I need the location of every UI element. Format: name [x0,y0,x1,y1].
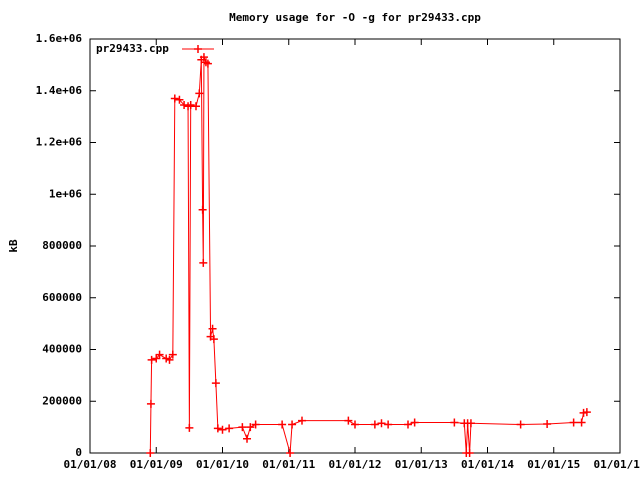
point [351,420,359,429]
point [238,423,247,432]
point [286,449,295,457]
y-tick-label: 1e+06 [49,187,82,200]
point [569,418,578,427]
point [168,350,177,359]
point [577,418,586,427]
point [208,324,217,333]
point [146,399,155,408]
point [199,258,208,267]
series-line [149,56,587,454]
x-tick-label: 01/01/16 [594,458,640,471]
plot-border [89,38,621,454]
point [246,423,255,432]
x-tick-label: 01/01/08 [64,458,117,471]
point [165,355,174,364]
y-tick-label: 1.6e+06 [36,32,83,45]
point [213,424,222,433]
point [225,424,234,433]
x-tick-label: 01/01/09 [130,458,183,471]
point [243,434,252,443]
point [175,95,184,104]
point [211,379,220,388]
y-tick-label: 200000 [42,394,82,407]
x-tick-label: 01/01/13 [395,458,448,471]
point [466,419,475,428]
point [450,418,459,427]
point [410,418,419,427]
point [218,425,227,434]
point [192,102,200,111]
point [344,416,353,425]
point [185,423,194,432]
y-tick-label: 800000 [42,239,82,252]
x-tick-label: 01/01/14 [461,458,514,471]
point [146,449,155,457]
point [198,205,207,214]
point [251,420,260,429]
point [384,420,393,429]
point [209,335,218,344]
y-tick-label: 600000 [42,291,82,304]
y-tick-label: 0 [75,446,82,459]
y-tick-label: 1.4e+06 [36,84,83,97]
y-tick-label: 400000 [42,343,82,356]
point [404,420,412,429]
legend-label: pr29433.cpp [96,42,169,55]
x-tick-label: 01/01/11 [262,458,315,471]
x-tick-label: 01/01/10 [196,458,249,471]
x-tick-label: 01/01/12 [329,458,382,471]
point [199,53,208,62]
point [516,420,525,429]
point [147,355,156,364]
legend-marker [194,45,202,53]
x-tick-label: 01/01/15 [527,458,580,471]
point [186,100,195,109]
y-tick-label: 1.2e+06 [36,136,83,149]
point [288,420,297,429]
point [298,416,306,425]
point [203,59,212,68]
point [543,420,552,429]
point [370,420,379,429]
point [582,408,591,417]
point [170,94,179,103]
y-axis-label: kB [7,239,20,253]
point [465,449,474,457]
point [155,350,164,359]
point [195,89,204,98]
point [377,419,386,428]
chart-title: Memory usage for -O -g for pr29433.cpp [229,11,481,24]
point [278,420,287,429]
